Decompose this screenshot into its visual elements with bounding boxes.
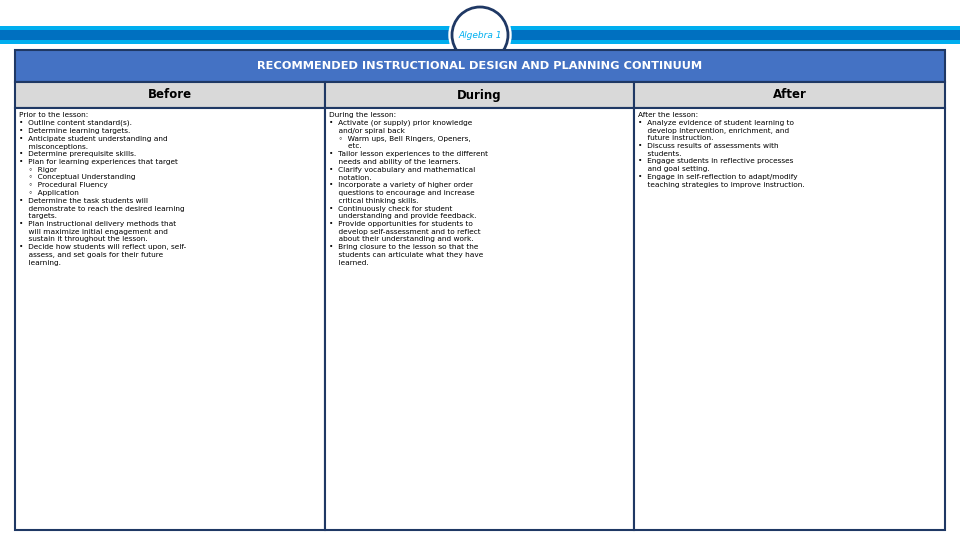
Bar [15, 82, 324, 108]
Text: During: During [457, 89, 502, 102]
Text: Algebra 1: Algebra 1 [458, 30, 502, 39]
Text: RECOMMENDED INSTRUCTIONAL DESIGN AND PLANNING CONTINUUM: RECOMMENDED INSTRUCTIONAL DESIGN AND PLA… [257, 61, 703, 71]
Bar [15, 108, 324, 530]
Text: After the lesson:
•  Analyze evidence of student learning to
    develop interve: After the lesson: • Analyze evidence of … [638, 112, 805, 188]
Bar [15, 50, 945, 82]
Bar [0, 26, 960, 44]
Bar [0, 30, 960, 40]
Circle shape [449, 4, 511, 66]
Text: After: After [773, 89, 806, 102]
Bar [635, 82, 945, 108]
Text: During the lesson:
•  Activate (or supply) prior knowledge
    and/or spiral bac: During the lesson: • Activate (or supply… [328, 112, 488, 266]
Bar [324, 108, 635, 530]
Text: Before: Before [148, 89, 192, 102]
Bar [635, 108, 945, 530]
Text: Prior to the lesson:
•  Outline content standard(s).
•  Determine learning targe: Prior to the lesson: • Outline content s… [19, 112, 186, 266]
Bar [324, 82, 635, 108]
